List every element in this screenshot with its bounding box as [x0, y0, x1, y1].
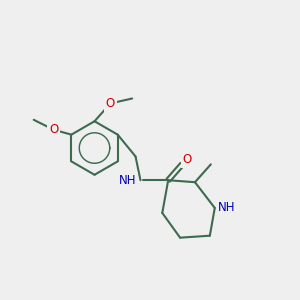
Text: O: O — [49, 123, 58, 136]
Text: NH: NH — [218, 202, 235, 214]
Text: NH: NH — [119, 174, 136, 187]
Text: O: O — [106, 97, 115, 110]
Text: O: O — [182, 153, 192, 166]
